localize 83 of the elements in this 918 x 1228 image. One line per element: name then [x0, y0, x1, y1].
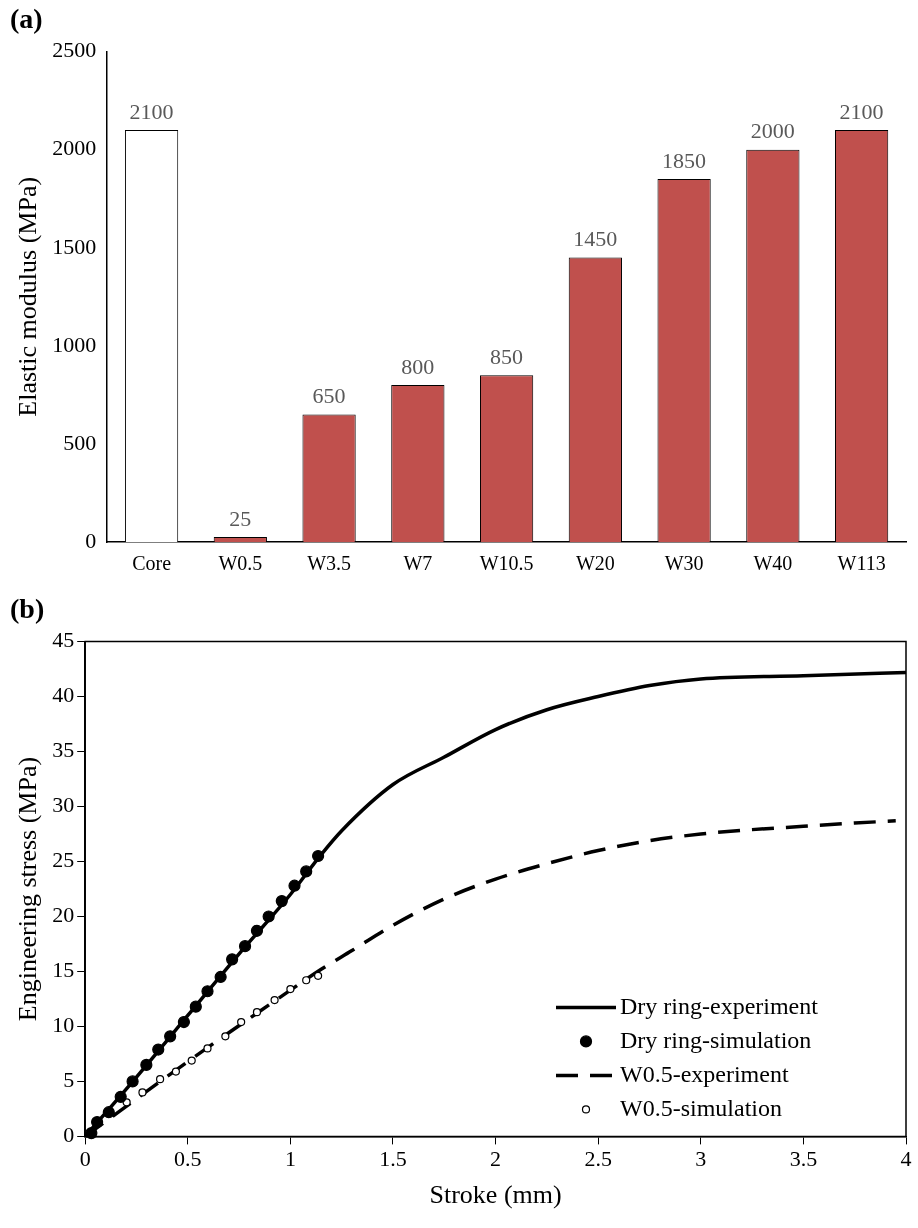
point: [238, 940, 252, 953]
point: [126, 1075, 139, 1088]
point: [152, 1043, 165, 1056]
chart-title: (b): [10, 593, 45, 625]
x-tick-label: 4: [900, 1146, 912, 1172]
data-label: 1450: [573, 226, 618, 252]
point: [250, 924, 264, 937]
point: [85, 1127, 98, 1140]
x-tick-label: 3: [695, 1146, 707, 1172]
point: [140, 1058, 153, 1072]
x-tick-label: 2: [490, 1146, 502, 1172]
point: [203, 1044, 212, 1053]
y-tick-label: 10: [52, 1012, 75, 1038]
point: [177, 1015, 190, 1029]
data-label: 650: [312, 383, 346, 409]
point: [102, 1106, 115, 1119]
x-tick-label: W20: [575, 552, 615, 575]
point: [201, 985, 214, 998]
data-label: 25: [229, 505, 252, 531]
y-tick-label: 15: [52, 957, 75, 983]
x-axis-title: Stroke (mm): [429, 1180, 562, 1210]
point: [270, 995, 279, 1005]
y-tick-label: 40: [52, 682, 75, 708]
x-tick-label: W7: [403, 552, 433, 575]
data-label: 2100: [129, 98, 174, 124]
point: [164, 1030, 177, 1043]
x-tick-label: 1: [284, 1146, 296, 1172]
x-tick-label: 1.5: [379, 1146, 407, 1172]
data-label: 800: [401, 353, 435, 379]
point: [91, 1116, 104, 1129]
legend-label: Dry ring-experiment: [620, 992, 819, 1019]
y-tick-label: 1000: [52, 331, 97, 357]
y-tick-label: 25: [52, 847, 75, 873]
y-tick-label: 45: [52, 627, 75, 653]
point: [312, 849, 325, 863]
x-tick-label: 3.5: [789, 1146, 818, 1172]
y-tick-label: 20: [52, 902, 75, 928]
y-tick-label: 0: [85, 527, 97, 553]
point: [252, 1008, 262, 1017]
point: [262, 910, 275, 923]
x-tick-label: 2.5: [584, 1146, 612, 1172]
point: [187, 1056, 196, 1065]
y-axis-title: Engineering stress (MPa): [13, 756, 43, 1022]
point: [221, 1032, 230, 1041]
legend-label: Dry ring-simulation: [620, 1026, 812, 1053]
point: [226, 953, 239, 966]
y-tick-label: 30: [52, 792, 75, 818]
point: [171, 1067, 180, 1076]
x-tick-label: 0.5: [174, 1146, 202, 1172]
point: [286, 984, 295, 994]
x-tick-label: Core: [132, 552, 172, 575]
legend-label: W0.5-experiment: [620, 1060, 789, 1087]
data-label: 1850: [662, 147, 707, 173]
y-tick-label: 500: [63, 429, 97, 455]
x-tick-label: W113: [837, 552, 886, 575]
x-tick-label: W30: [664, 552, 704, 575]
point: [156, 1075, 165, 1084]
x-tick-label: W3.5: [307, 552, 352, 575]
data-label: 2100: [839, 98, 884, 124]
point: [189, 1000, 202, 1013]
data-label: 2000: [750, 118, 795, 144]
point: [214, 970, 227, 984]
point: [114, 1090, 127, 1103]
y-tick-label: 0: [63, 1122, 75, 1148]
point: [300, 865, 313, 878]
x-tick-label: W0.5: [218, 552, 263, 575]
y-tick-label: 5: [63, 1067, 75, 1093]
point: [275, 895, 288, 908]
x-tick-label: W40: [753, 552, 793, 575]
point: [314, 971, 323, 980]
legend-label: W0.5-simulation: [620, 1094, 782, 1121]
point: [138, 1088, 147, 1097]
y-axis-title: Elastic modulus (MPa): [13, 176, 43, 417]
point: [237, 1017, 246, 1027]
x-tick-label: W10.5: [479, 552, 534, 575]
point: [288, 879, 301, 892]
y-tick-label: 2000: [52, 135, 97, 161]
chart-title: (a): [10, 3, 43, 35]
y-tick-label: 2500: [52, 37, 97, 63]
y-tick-label: 35: [52, 737, 75, 763]
data-label: 850: [490, 344, 524, 370]
y-tick-label: 1500: [52, 233, 97, 259]
point: [302, 976, 311, 985]
